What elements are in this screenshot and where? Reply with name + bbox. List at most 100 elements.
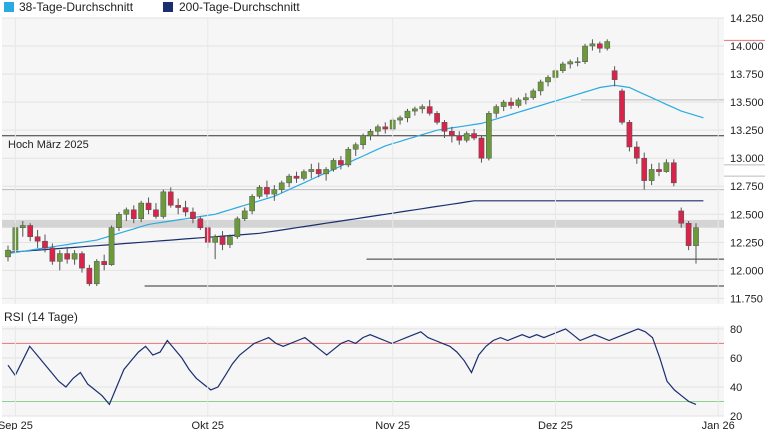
candle (315, 162, 322, 178)
candle (537, 79, 544, 96)
price-panel-bg (2, 18, 724, 304)
candle (582, 43, 588, 64)
rsi-y-tick-label: 80 (730, 324, 742, 336)
candle (308, 163, 315, 179)
candle (79, 251, 85, 273)
candle-body (182, 207, 189, 213)
candle (404, 108, 411, 123)
legend-label-ma38: 38-Tage-Durchschnitt (19, 0, 134, 14)
candle-body (360, 135, 366, 145)
candle-body (434, 113, 440, 123)
candle (108, 225, 115, 266)
candle (493, 104, 500, 118)
candle (678, 207, 685, 228)
candle-body (271, 189, 278, 195)
x-tick-label: Sep 25 (0, 420, 33, 430)
candle-body (160, 191, 167, 217)
candle (175, 198, 181, 215)
annotation-label: Hoch März 2025 (8, 139, 89, 151)
candle-body (49, 247, 56, 262)
candle (182, 200, 189, 217)
candle-body (249, 196, 255, 212)
candle (49, 243, 56, 265)
price-y-tick-label: 13.000 (730, 153, 764, 165)
candle (264, 180, 270, 198)
ma38-line (7, 84, 704, 255)
candle-body (523, 97, 529, 101)
price-y-tick-label: 11.750 (730, 293, 763, 305)
x-tick-label: Jan 26 (702, 420, 735, 430)
candle (19, 221, 26, 237)
candle-body (286, 175, 292, 184)
candle-body (463, 133, 470, 141)
candle (323, 167, 329, 181)
x-tick-label: Dez 25 (538, 420, 573, 430)
legend: 38-Tage-Durchschnitt 200-Tage-Durchschni… (4, 0, 300, 14)
candle (64, 246, 71, 264)
candle-body (656, 169, 662, 172)
candle-body (515, 99, 522, 106)
candle-body (604, 41, 611, 49)
legend-label-ma200: 200-Tage-Durchschnitt (179, 0, 300, 14)
candle (367, 129, 374, 141)
candle (338, 155, 344, 170)
candle (693, 223, 699, 264)
price-panel: Hoch März 2025 14.25014.00013.75013.5001… (2, 13, 765, 305)
candle-body (27, 225, 34, 237)
candle-body (663, 162, 670, 172)
candle-body (93, 261, 100, 285)
candle-body (441, 122, 448, 132)
candle (434, 111, 440, 125)
candle-body (633, 146, 640, 159)
rsi-panel: RSI (14 Tage) 80 60 40 20 (2, 310, 742, 423)
candle-body (234, 218, 241, 237)
candle-body (301, 171, 307, 179)
candle-body (219, 236, 226, 245)
candle-body (626, 122, 633, 148)
candle-body (308, 169, 315, 172)
candle (130, 205, 137, 224)
candle-body (397, 117, 403, 121)
candle (648, 163, 655, 186)
candle (589, 39, 596, 51)
candle-body (619, 90, 625, 123)
candle-body (596, 43, 603, 49)
candle-body (116, 214, 122, 228)
price-y-tick-label: 13.750 (730, 69, 764, 81)
candle-body (190, 211, 196, 220)
candle (382, 122, 389, 134)
rsi-y-tick-label: 60 (730, 353, 742, 365)
candle-body (145, 202, 152, 211)
candle (611, 66, 618, 87)
price-y-axis: 14.250 14.000 13.750 13.500 13.250 13.000 12.7… (730, 13, 764, 305)
candle (456, 131, 463, 145)
candle (559, 61, 566, 73)
candle (663, 159, 670, 173)
candle-body (693, 227, 699, 246)
candle-body (197, 218, 204, 228)
rsi-grid (2, 328, 724, 417)
candle (278, 180, 285, 193)
candle-body (293, 175, 300, 179)
candle (138, 200, 145, 223)
candle-body (648, 169, 655, 181)
candle (153, 203, 159, 219)
candle (352, 142, 359, 156)
candle-body (508, 101, 514, 106)
candle-body (130, 209, 137, 220)
candle-body (5, 249, 11, 258)
rsi-y-tick-label: 40 (730, 382, 742, 394)
candle (626, 120, 633, 152)
candle-body (101, 261, 108, 265)
rsi-y-axis: 80 60 40 20 (730, 324, 742, 423)
candle-body (71, 253, 78, 260)
candle (249, 194, 255, 215)
price-y-tick-label: 12.500 (730, 209, 764, 221)
candle (197, 216, 204, 230)
candle (86, 264, 93, 287)
candle-body (478, 137, 485, 159)
candle-body (256, 187, 263, 197)
candle-body (338, 160, 344, 166)
